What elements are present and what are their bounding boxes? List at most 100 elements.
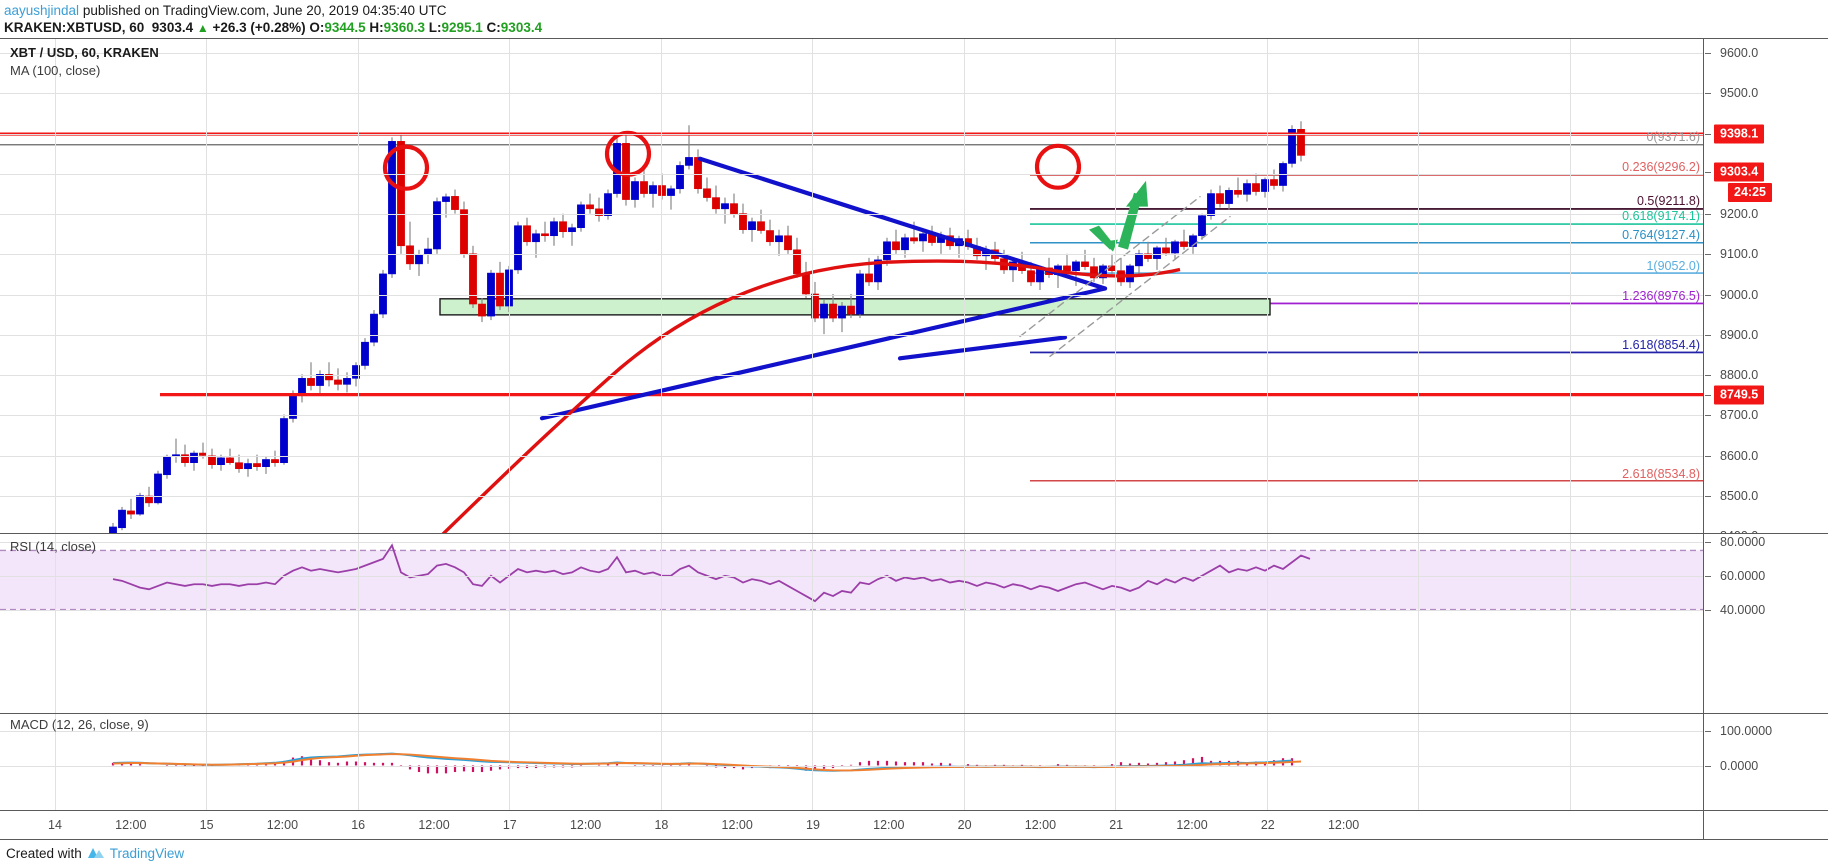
rsi-axis-tick — [1705, 610, 1711, 611]
rsi-line — [112, 543, 1311, 603]
price-axis-label: 8700.0 — [1720, 408, 1759, 423]
vertical-gridline — [1570, 39, 1571, 533]
time-axis-label: 15 — [199, 818, 214, 832]
rsi-axis[interactable]: 80.0000 60.0000 40.0000 — [1703, 534, 1828, 713]
price-axis-tick — [1705, 172, 1711, 174]
vertical-gridline — [964, 714, 965, 810]
horizontal-gridline — [0, 576, 1703, 577]
fib-level-label: 0.618(9174.1) — [1622, 209, 1700, 224]
time-axis-label: 19 — [806, 818, 820, 832]
macd-axis[interactable]: 100.0000 0.0000 — [1703, 714, 1828, 810]
vertical-gridline — [1418, 39, 1419, 533]
vertical-gridline — [964, 534, 965, 713]
bar-countdown-pill: 24:25 — [1728, 183, 1772, 203]
time-axis-label: 16 — [351, 818, 366, 832]
price-axis-tick — [1705, 415, 1711, 417]
rsi-plot-area[interactable] — [0, 534, 1703, 713]
rsi-axis-tick — [1705, 542, 1711, 543]
price-legend-ma: MA (100, close) — [10, 63, 101, 78]
price-axis-label: 9600.0 — [1720, 46, 1759, 60]
created-with-label: Created with — [6, 845, 82, 861]
footer-attribution: Created with TradingView — [6, 845, 184, 861]
horizontal-gridline — [0, 254, 1703, 256]
time-axis-label: 12:00 — [266, 818, 299, 832]
horizontal-gridline — [0, 415, 1703, 417]
price-axis-label: 8400.0 — [1720, 529, 1758, 533]
tradingview-brand[interactable]: TradingView — [109, 845, 185, 861]
fib-level-label: 1.236(8976.5) — [1622, 288, 1700, 303]
vertical-gridline — [812, 39, 813, 533]
rsi-axis-label: 80.0000 — [1720, 535, 1766, 549]
time-axis-label: 12:00 — [418, 818, 450, 832]
close-value: 9303.4 — [500, 20, 543, 35]
rsi-axis-label: 40.0000 — [1720, 603, 1766, 617]
last-price: 9303.4 — [151, 20, 194, 35]
price-axis-label: 9200.0 — [1720, 207, 1759, 221]
time-axis-label: 12:00 — [115, 818, 147, 832]
high-label: H: — [369, 20, 384, 35]
time-axis[interactable]: 14 12:00 15 12:00 16 12:00 17 12:00 18 12:00 19 12:… — [0, 810, 1828, 840]
macd-axis-tick — [1705, 731, 1711, 732]
horizontal-gridline — [0, 173, 1703, 175]
time-axis-label: 12:00 — [721, 818, 753, 832]
vertical-gridline — [1570, 714, 1571, 810]
vertical-gridline — [1115, 39, 1116, 533]
vertical-gridline — [55, 714, 56, 810]
vertical-gridline — [55, 534, 56, 713]
price-axis-tick — [1705, 294, 1711, 296]
symbol-label[interactable]: KRAKEN:XBTUSD, 60 — [4, 20, 145, 35]
author-name[interactable]: aayushjindal — [4, 3, 80, 18]
rejection-circle-1 — [382, 144, 430, 191]
vertical-gridline — [1267, 534, 1268, 713]
vertical-gridline — [661, 714, 662, 810]
price-axis[interactable]: 9600.0 9500.0 9200.0 9100.0 9000.0 8900.0 8800… — [1703, 39, 1828, 533]
horizontal-gridline — [0, 731, 1703, 732]
high-value: 9360.3 — [383, 20, 425, 35]
rsi-drawings — [0, 543, 1703, 611]
vertical-gridline — [206, 714, 207, 810]
vertical-gridline — [812, 714, 813, 810]
vertical-gridline — [1115, 534, 1116, 713]
macd-drawings — [111, 752, 1302, 774]
price-axis-tick — [1705, 334, 1711, 336]
publish-line: aayushjindal published on TradingView.co… — [4, 2, 1828, 19]
vertical-gridline — [812, 534, 813, 713]
vertical-gridline — [509, 534, 510, 713]
support-price-pill[interactable]: 8749.5 — [1714, 385, 1765, 405]
vertical-gridline — [1570, 534, 1571, 713]
rejection-circle-2 — [604, 130, 652, 177]
vertical-gridline — [358, 39, 359, 533]
low-value: 9295.1 — [441, 20, 483, 35]
price-axis-label: 9100.0 — [1720, 247, 1759, 262]
close-label: C: — [486, 20, 501, 35]
horizontal-gridline — [0, 334, 1703, 336]
vertical-gridline — [964, 39, 965, 533]
rsi-legend: RSI (14, close) — [10, 539, 96, 554]
time-axis-label: 17 — [502, 818, 517, 832]
macd-axis-label: 100.0000 — [1720, 724, 1773, 738]
price-axis-label: 8500.0 — [1720, 488, 1759, 503]
rsi-axis-tick — [1705, 576, 1711, 577]
vertical-gridline — [1267, 39, 1268, 533]
price-axis-label: 9500.0 — [1720, 86, 1759, 101]
time-axis-label: 18 — [654, 818, 669, 832]
vertical-gridline — [358, 534, 359, 713]
macd-plot-area[interactable] — [0, 714, 1703, 810]
resistance-price-pill[interactable]: 9398.1 — [1714, 124, 1765, 144]
price-plot-area[interactable]: 0(9371.6) 0.236(9296.2) 0.5(9211.8) 0.618(9… — [0, 39, 1703, 533]
time-axis-label: 21 — [1109, 818, 1124, 832]
price-panel[interactable]: 0(9371.6) 0.236(9296.2) 0.5(9211.8) 0.618(9… — [0, 38, 1828, 533]
macd-axis-label: 0.0000 — [1720, 759, 1759, 773]
vertical-gridline — [206, 534, 207, 713]
macd-panel[interactable]: 100.0000 0.0000 MACD (12, 26, close, 9) — [0, 713, 1828, 810]
rejection-circle-3 — [1034, 143, 1082, 190]
price-axis-tick — [1705, 93, 1711, 95]
time-axis-label: 12:00 — [1024, 818, 1057, 832]
last-price-pill[interactable]: 9303.4 — [1714, 162, 1765, 182]
rsi-band — [0, 550, 1703, 610]
rsi-panel[interactable]: 80.0000 60.0000 40.0000 RSI (14, close) — [0, 533, 1828, 713]
time-axis-label: 12:00 — [1327, 818, 1360, 832]
time-axis-label: 14 — [48, 818, 62, 832]
horizontal-gridline — [0, 375, 1703, 376]
time-axis-label: 22 — [1260, 818, 1275, 832]
